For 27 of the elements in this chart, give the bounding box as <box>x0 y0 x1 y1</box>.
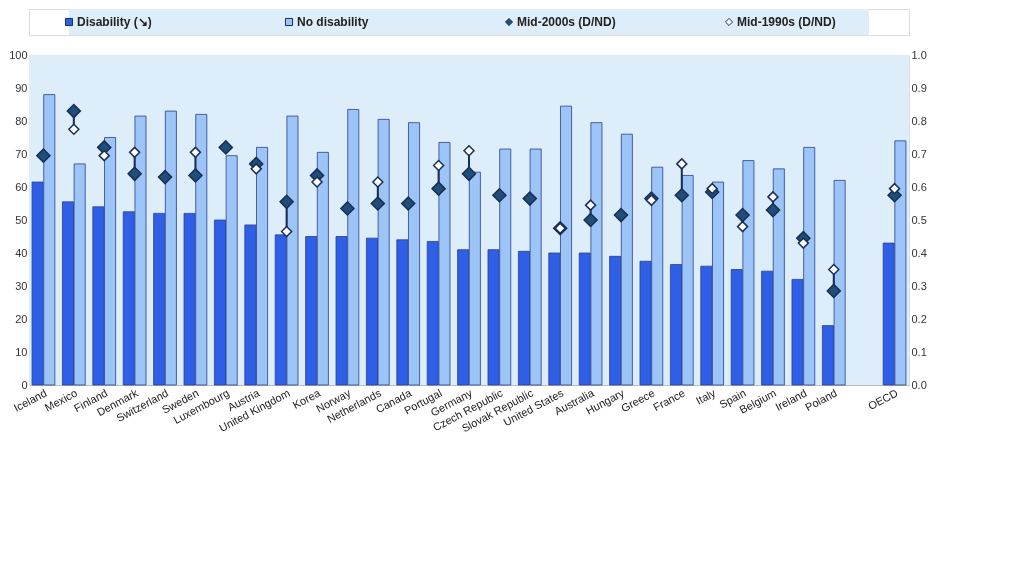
y-tick-label: 40 <box>15 246 28 259</box>
y-tick-label: 50 <box>15 213 28 226</box>
y2-tick-label: 0.5 <box>911 213 927 226</box>
y2-tick-label: 0.4 <box>911 246 927 259</box>
y2-tick-label: 0.2 <box>911 312 927 325</box>
y-tick-label: 70 <box>15 147 28 160</box>
y-tick-label: 100 <box>9 48 28 61</box>
y-tick-label: 10 <box>15 345 28 358</box>
y-tick-label: 0 <box>21 378 28 391</box>
y-tick-label: 20 <box>15 312 28 325</box>
legend-label: Mid-1990s (D/ND) <box>737 15 836 29</box>
y2-tick-label: 0.0 <box>911 378 927 391</box>
legend-label: Disability (↘) <box>77 15 152 29</box>
y2-tick-label: 0.8 <box>911 114 927 127</box>
legend-label: Mid-2000s (D/ND) <box>517 15 616 29</box>
x-tick-label: Italy <box>693 386 718 407</box>
y2-tick-label: 0.9 <box>911 81 927 94</box>
y-tick-label: 30 <box>15 279 28 292</box>
y-tick-label: 90 <box>15 81 28 94</box>
y2-tick-label: 0.7 <box>911 147 927 160</box>
y2-tick-label: 0.6 <box>911 180 927 193</box>
y-tick-label: 60 <box>15 180 28 193</box>
y2-tick-label: 0.3 <box>911 279 927 292</box>
y2-tick-label: 1.0 <box>911 48 927 61</box>
legend-label: No disability <box>297 15 369 29</box>
y-tick-label: 80 <box>15 114 28 127</box>
y2-tick-label: 0.1 <box>911 345 927 358</box>
